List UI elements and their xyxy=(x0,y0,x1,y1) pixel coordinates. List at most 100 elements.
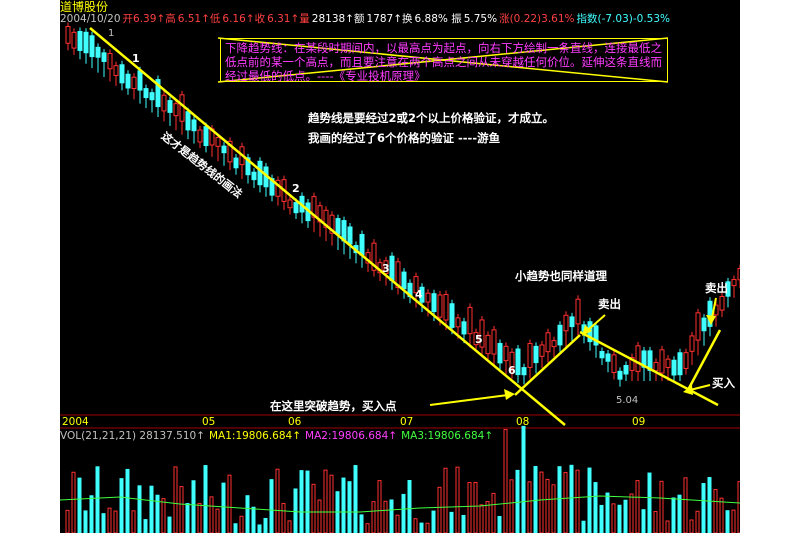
candle-body xyxy=(443,293,449,321)
volume-bar xyxy=(689,519,694,533)
volume-bar xyxy=(263,517,268,533)
candle-body xyxy=(161,94,167,112)
volume-bar xyxy=(605,492,610,533)
xaxis-label-05: 05 xyxy=(202,416,216,428)
volume-bar xyxy=(713,489,718,533)
volume-bar xyxy=(521,425,526,533)
xaxis-label-09: 09 xyxy=(632,416,646,428)
main-trendline xyxy=(89,27,566,426)
candle-body xyxy=(167,100,173,113)
candle-body xyxy=(293,202,299,214)
breakout-line-1 xyxy=(514,334,581,396)
volume-bar xyxy=(593,482,598,533)
volume-bar xyxy=(221,482,226,533)
candle-body xyxy=(107,53,113,70)
price-plot xyxy=(60,22,740,533)
candle-body xyxy=(185,111,191,131)
xaxis-label-2004: 2004 xyxy=(62,416,89,428)
candle-body xyxy=(605,353,611,362)
quote-item: 开6.39↑高 xyxy=(122,13,176,25)
volume-bar xyxy=(647,472,652,533)
candle-body xyxy=(497,342,503,364)
volume-bar xyxy=(251,506,256,533)
candle-body xyxy=(557,324,563,346)
volume-bar xyxy=(359,514,364,533)
candle-body xyxy=(569,316,575,328)
candle-body xyxy=(479,319,485,348)
point-label-2: 2 xyxy=(292,182,300,195)
quote-item: 6.51↑低 xyxy=(177,13,221,25)
volume-bar xyxy=(437,486,442,533)
volume-bar xyxy=(551,484,556,533)
candle-body xyxy=(287,199,293,209)
candle-body xyxy=(683,352,689,369)
volume-bar xyxy=(257,524,262,533)
candle-body xyxy=(191,119,197,132)
volume-bar xyxy=(161,498,166,533)
volume-bar xyxy=(317,499,322,533)
volume-bar xyxy=(659,480,664,533)
volume-bar xyxy=(179,486,184,533)
volume-bar xyxy=(491,492,496,533)
volume-header-item: VOL(21,21,21) 28137.510↑ xyxy=(60,430,205,442)
buy2-arrow-line xyxy=(689,384,711,391)
verify-text-2: 我画的经过了6个价格的验证 ----游鱼 xyxy=(308,131,501,145)
volume-bar xyxy=(509,479,514,533)
volume-bar xyxy=(329,474,334,533)
candle-body xyxy=(659,349,665,374)
volume-bar xyxy=(281,502,286,533)
volume-bar xyxy=(383,500,388,533)
volume-bar xyxy=(575,469,580,533)
volume-bar xyxy=(185,503,190,533)
quote-item: 涨(0.22)3.61% xyxy=(499,13,575,25)
candle-body xyxy=(335,218,341,235)
vol-ma-line xyxy=(60,495,740,513)
volume-bar xyxy=(131,510,136,533)
volume-bar xyxy=(431,510,436,533)
candle-body xyxy=(509,351,515,369)
quote-item: 5.75% xyxy=(463,13,498,25)
candle-body xyxy=(521,367,527,376)
candle-body xyxy=(77,30,83,51)
candle-body xyxy=(689,335,695,352)
definition-box: 下降趋势线：在某段时期间内，以最高点为起点，向右下方绘制一条直线，连接最低之低点… xyxy=(220,38,668,83)
volume-bar xyxy=(407,480,412,533)
volume-bar xyxy=(101,513,106,533)
volume-bar xyxy=(401,493,406,533)
volume-bar xyxy=(497,516,502,533)
quote-item: 2004/10/20 xyxy=(60,13,121,25)
volume-bar xyxy=(89,495,94,533)
volume-bar xyxy=(233,523,238,533)
candlestick-chart[interactable]: 道博股份 2004/10/20 开6.39↑高 6.51↑低 6.16↑收 6.31↑量… xyxy=(60,0,740,533)
candle-body xyxy=(437,294,443,318)
candle-body xyxy=(491,329,497,355)
volume-bar xyxy=(683,477,688,533)
candle-body xyxy=(329,214,335,234)
candle-body xyxy=(65,25,71,44)
volume-bar xyxy=(137,485,142,533)
candle-body xyxy=(401,271,407,290)
sell-label-2: 卖出 xyxy=(705,281,728,295)
candle-body xyxy=(575,298,581,325)
candle-body xyxy=(551,340,557,348)
candle-body xyxy=(203,126,209,147)
volume-bar xyxy=(485,501,490,533)
sell-label-1: 卖出 xyxy=(598,297,621,311)
candle-body xyxy=(695,312,701,341)
volume-bar xyxy=(389,499,394,533)
candle-body xyxy=(719,295,725,311)
volume-bar xyxy=(461,514,466,533)
xaxis-label-06: 06 xyxy=(288,416,302,428)
candle-body xyxy=(515,348,521,376)
volume-bar xyxy=(455,466,460,533)
small-trend-text: 小趋势也同样道理 xyxy=(515,269,607,283)
candle-body xyxy=(149,92,155,101)
candle-body xyxy=(593,325,599,346)
volume-bar xyxy=(701,483,706,533)
volume-bar xyxy=(239,515,244,533)
candle-body xyxy=(395,261,401,288)
candle-body xyxy=(635,345,641,372)
marker-label: 1 xyxy=(108,28,115,39)
volume-bar xyxy=(467,482,472,533)
point-label-3: 3 xyxy=(382,262,390,275)
